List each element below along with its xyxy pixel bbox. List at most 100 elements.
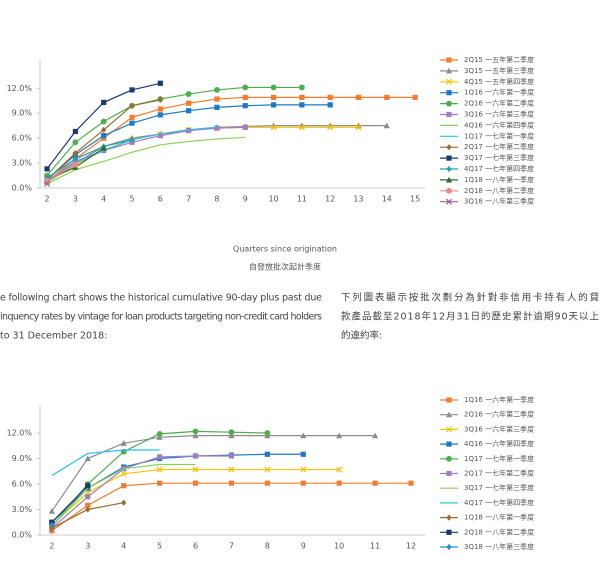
x-axis-label: Quarters since origination: [233, 245, 337, 254]
series-line: [46, 136, 246, 185]
data-point: [101, 133, 107, 139]
data-point: [100, 145, 107, 151]
data-point: [129, 102, 135, 109]
data-point: [214, 125, 220, 131]
legend-marker: [446, 187, 452, 194]
legend-marker: [446, 57, 452, 63]
data-point: [100, 118, 107, 125]
data-point: [192, 480, 199, 486]
y-tick-label: 3.0%: [12, 505, 33, 514]
y-tick-label: 6.0%: [12, 480, 33, 489]
legend-label: 1Q17 一七年第一季度: [464, 131, 534, 140]
data-point: [85, 494, 91, 500]
data-point: [242, 94, 248, 101]
legend-marker: [446, 111, 452, 118]
legend-marker: [445, 67, 453, 74]
data-point: [129, 120, 135, 126]
legend-label: 4Q17 一七年第四季度: [464, 498, 534, 507]
legend-marker: [446, 470, 452, 477]
legend-marker: [445, 426, 453, 433]
legend-label: 1Q18 一八年第一季度: [464, 175, 534, 184]
data-point: [72, 155, 78, 163]
data-point: [300, 451, 306, 457]
data-point: [264, 480, 270, 486]
data-point: [157, 96, 163, 103]
data-point: [157, 106, 163, 112]
legend-marker: [445, 78, 453, 85]
data-point: [121, 499, 127, 506]
x-tick-label: 12: [325, 195, 335, 204]
series-line: [51, 434, 376, 512]
paragraph-line: inquency rates by vintage for loan produ…: [0, 312, 322, 323]
data-point: [228, 432, 235, 439]
data-point: [101, 126, 107, 133]
x-tick-label: 2: [49, 542, 54, 551]
legend-marker: [446, 155, 452, 161]
x-tick-label: 14: [382, 195, 392, 204]
x-tick-label: 8: [265, 542, 270, 551]
series-line: [46, 96, 416, 182]
data-point: [300, 466, 307, 473]
legend-marker: [446, 90, 452, 96]
data-point: [383, 122, 390, 129]
data-point: [44, 166, 50, 172]
legend-label: 4Q16 一六年第四季度: [464, 120, 534, 129]
data-point: [186, 108, 192, 114]
data-point: [327, 102, 333, 108]
data-point: [336, 466, 343, 473]
data-point: [384, 94, 390, 101]
data-point: [157, 112, 163, 118]
legend-label: 3Q15 一五年第三季度: [464, 66, 534, 75]
legend-marker: [445, 198, 453, 205]
legend-label: 4Q17 一七年第四季度: [464, 164, 534, 173]
legend-marker: [446, 100, 452, 107]
data-point: [84, 455, 91, 462]
data-point: [270, 102, 277, 108]
series-line: [51, 485, 89, 523]
legend-marker: [446, 397, 452, 403]
data-point: [120, 470, 127, 477]
series-line: [51, 455, 232, 529]
data-point: [264, 451, 270, 457]
data-point: [371, 432, 379, 439]
data-point: [355, 94, 362, 101]
data-point: [120, 440, 127, 446]
data-point: [129, 87, 135, 93]
data-point: [85, 483, 91, 489]
data-point: [214, 104, 220, 110]
legend-marker: [446, 529, 452, 535]
x-tick-label: 7: [186, 195, 191, 204]
series-line: [46, 139, 133, 179]
data-point: [192, 466, 199, 473]
x-tick-label: 5: [129, 195, 134, 204]
legend-label: 3Q18 一八年第三季度: [464, 542, 534, 551]
x-tick-label: 7: [229, 542, 234, 551]
data-point: [129, 114, 135, 120]
data-point: [72, 139, 79, 146]
data-point: [327, 94, 333, 101]
series-line: [51, 482, 411, 532]
x-tick-label: 6: [193, 542, 198, 551]
data-point: [156, 430, 163, 437]
data-point: [300, 432, 307, 439]
data-point: [121, 483, 127, 489]
legend-label: 1Q17 一七年第一季度: [464, 454, 534, 463]
data-point: [156, 480, 163, 486]
data-point: [101, 99, 107, 105]
paragraph-line: to 31 December 2018:: [0, 331, 107, 342]
data-point: [327, 124, 334, 131]
legend-label: 3Q16 一六年第三季度: [464, 110, 534, 119]
legend-label: 3Q17 一七年第三季度: [464, 153, 534, 162]
data-point: [156, 434, 163, 440]
legend-label: 2Q16 一六年第二季度: [464, 410, 534, 419]
x-tick-label: 4: [121, 542, 126, 551]
data-point: [270, 124, 277, 131]
series-line: [51, 430, 268, 527]
legend-marker: [446, 455, 452, 462]
data-point: [228, 453, 235, 459]
data-point: [372, 480, 378, 486]
data-point: [408, 480, 414, 486]
data-point: [300, 480, 306, 486]
paragraph-line: 下列圖表顯示按批次劃分為針對非信用卡持有人的貸: [341, 292, 599, 304]
y-tick-label: 0.0%: [12, 531, 33, 540]
